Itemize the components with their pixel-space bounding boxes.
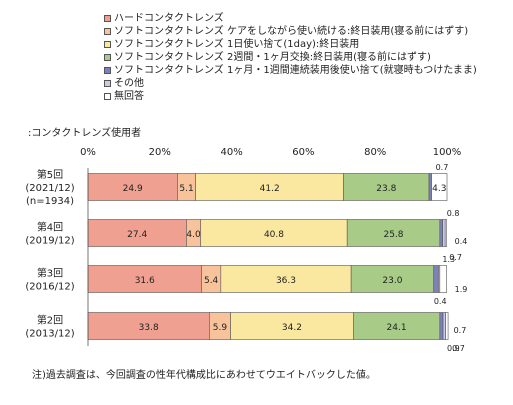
legend-label: ソフトコンタクトレンズ 2週間・1ヶ月交換:終日装用(寝る前にはずす) [114, 52, 431, 63]
legend-item-other: その他 [104, 77, 477, 90]
chart-subtitle: :コンタクトレンズ使用者 [28, 128, 142, 139]
data-label: 0.9 [447, 344, 460, 353]
legend-label: ソフトコンタクトレンズ 1日使い捨て(1day):終日装用 [114, 39, 360, 50]
legend-label: 無回答 [114, 91, 144, 102]
legend-label: ハードコンタクトレンズ [114, 13, 224, 24]
legend-label: その他 [114, 78, 144, 89]
data-label: 24.9 [123, 184, 143, 194]
category-label: (n=1934) [26, 196, 74, 207]
chart-note: 注)過去調査は、今回調査の性年代構成比にあわせてウエイトバックした値。 [32, 370, 376, 381]
data-label: 0.7 [436, 163, 449, 172]
x-tick-label: 40% [220, 147, 242, 158]
legend-label: ソフトコンタクトレンズ ケアをしながら使い続ける:終日装用(寝る前にはずす) [114, 26, 469, 37]
legend-item-soft-2week: ソフトコンタクトレンズ 2週間・1ヶ月交換:終日装用(寝る前にはずす) [104, 51, 477, 64]
bar-segment [87, 219, 187, 247]
bar-segment [230, 312, 354, 340]
data-label: 25.8 [383, 230, 403, 240]
legend-item-soft-continuous: ソフトコンタクトレンズ 1ヶ月・1週間連続装用後使い捨て(就寝時もつけたまま) [104, 64, 477, 77]
data-label: 23.0 [382, 276, 402, 286]
x-tick-label: 100% [433, 147, 462, 158]
legend-item-no-answer: 無回答 [104, 90, 477, 103]
legend-swatch [104, 80, 111, 87]
data-label: 0.4 [455, 237, 468, 246]
legend-swatch [104, 41, 111, 48]
data-label: 5.4 [204, 276, 219, 286]
bar-segment [442, 219, 446, 247]
data-label: 0.4 [434, 297, 447, 306]
bar-segment [220, 265, 352, 293]
bar-segment [439, 312, 444, 340]
bar-segment [343, 173, 430, 201]
category-label: 第4回 [37, 221, 63, 234]
data-label: 36.3 [276, 276, 296, 286]
category-label: 第2回 [37, 314, 63, 327]
data-label: 41.2 [260, 184, 280, 194]
category-label: 第5回 [37, 168, 63, 181]
category-label: (2016/12) [25, 282, 74, 293]
data-label: 1.9 [455, 285, 468, 294]
legend-item-hard: ハードコンタクトレンズ [104, 12, 477, 25]
legend-swatch [104, 67, 111, 74]
data-label: 0.7 [452, 344, 465, 353]
data-label: 0.8 [447, 209, 460, 218]
bar-segment [439, 219, 443, 247]
data-label: 24.1 [387, 323, 407, 333]
bar-segment [433, 265, 439, 293]
data-label: 27.4 [127, 230, 147, 240]
category-label: (2019/12) [25, 236, 74, 247]
legend-swatch [104, 54, 111, 61]
legend-swatch [104, 93, 111, 100]
legend-item-soft-care: ソフトコンタクトレンズ ケアをしながら使い続ける:終日装用(寝る前にはずす) [104, 25, 477, 38]
data-label: 0.7 [454, 326, 467, 335]
bar-segment [431, 173, 448, 201]
data-label: 40.8 [264, 230, 284, 240]
bar-segment [87, 265, 202, 293]
x-tick-label: 0% [80, 147, 96, 158]
data-label: 0.7 [449, 253, 462, 262]
x-tick-label: 20% [149, 147, 171, 158]
data-label: 23.8 [376, 184, 396, 194]
data-label: 4.3 [432, 184, 446, 194]
bar-segment [444, 219, 447, 247]
data-label: 31.6 [135, 276, 155, 286]
data-label: 5.9 [213, 323, 228, 333]
category-label: 第3回 [37, 267, 63, 280]
x-tick-label: 60% [292, 147, 314, 158]
category-label: (2021/12) [25, 183, 74, 194]
legend-swatch [104, 15, 111, 22]
legend: ハードコンタクトレンズ ソフトコンタクトレンズ ケアをしながら使い続ける:終日装… [104, 12, 477, 103]
data-label: 34.2 [282, 323, 302, 333]
data-label: 4.0 [186, 230, 201, 240]
data-label: 5.1 [179, 184, 193, 194]
bar-segment [442, 312, 446, 340]
bar-segment [346, 219, 441, 247]
legend-swatch [104, 28, 111, 35]
data-label: 1.3 [442, 255, 455, 264]
legend-item-soft-1day: ソフトコンタクトレンズ 1日使い捨て(1day):終日装用 [104, 38, 477, 51]
bar-segment [439, 265, 447, 293]
legend-label: ソフトコンタクトレンズ 1ヶ月・1週間連続装用後使い捨て(就寝時もつけたまま) [114, 65, 477, 76]
category-label: (2013/12) [25, 329, 74, 340]
data-label: 33.8 [139, 323, 159, 333]
bar-segment [445, 312, 449, 340]
x-tick-label: 80% [364, 147, 386, 158]
bar-segment [195, 173, 344, 201]
bar-segment [350, 265, 435, 293]
